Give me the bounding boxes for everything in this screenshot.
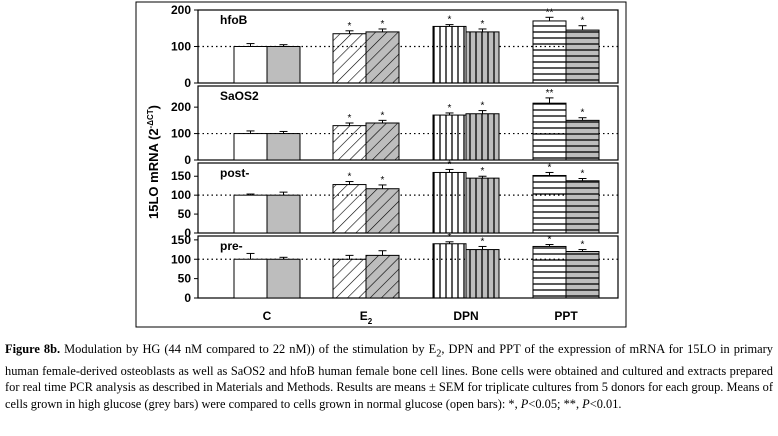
bar-high-glucose	[565, 29, 600, 84]
panel-pre: 0 50 100 150 pre- * * * *	[171, 232, 619, 305]
y-tick-label: 100	[171, 40, 191, 54]
bar-normal-glucose	[532, 20, 567, 84]
significance-marker: *	[348, 172, 352, 183]
x-tick-label: PPT	[554, 309, 578, 323]
y-tick-label: 100	[171, 127, 191, 141]
y-tick-label: 0	[184, 76, 191, 90]
y-tick-label: 100	[171, 188, 191, 202]
bar-high-glucose	[465, 31, 500, 84]
bar-high-glucose	[266, 194, 301, 234]
y-tick-label: 0	[184, 291, 191, 305]
bar-normal-glucose	[532, 245, 567, 299]
significance-marker: *	[448, 232, 452, 243]
panel-axes-frame	[197, 85, 619, 161]
bar-normal-glucose	[532, 174, 567, 234]
bar-normal-glucose	[233, 46, 268, 84]
bar-high-glucose	[266, 133, 301, 161]
caption-title: Figure 8b.	[5, 342, 61, 356]
panel-label: post-	[220, 166, 249, 180]
panel-label: hfoB	[220, 13, 248, 27]
bar-normal-glucose	[233, 194, 268, 234]
figure-caption: Figure 8b. Modulation by HG (44 nM compa…	[5, 341, 773, 412]
caption-p1: P	[520, 396, 529, 411]
bar-high-glucose	[266, 258, 301, 299]
significance-marker: *	[381, 110, 385, 121]
significance-marker: **	[546, 7, 554, 18]
significance-marker: *	[348, 21, 352, 32]
bar-high-glucose	[565, 180, 600, 234]
figure-frame	[135, 1, 627, 328]
bar-normal-glucose	[233, 258, 268, 299]
significance-marker: *	[348, 113, 352, 124]
bar-normal-glucose	[432, 171, 467, 234]
bar-high-glucose	[565, 119, 600, 161]
bar-high-glucose	[465, 249, 500, 299]
significance-marker: *	[581, 169, 585, 180]
significance-marker: *	[381, 19, 385, 30]
bar-normal-glucose	[332, 258, 367, 299]
significance-marker: **	[546, 88, 554, 99]
significance-marker: *	[581, 16, 585, 27]
significance-marker: *	[448, 159, 452, 170]
panel-label: pre-	[220, 239, 243, 253]
y-tick-label: 150	[171, 169, 191, 183]
y-tick-label: 0	[184, 153, 191, 167]
y-axis-label: 15LO mRNA (2-ΔCT)	[146, 105, 161, 219]
x-tick-label: C	[263, 309, 272, 323]
bar-normal-glucose	[332, 33, 367, 84]
y-tick-label: 100	[171, 252, 191, 266]
significance-marker: *	[381, 175, 385, 186]
y-tick-label: 200	[171, 100, 191, 114]
y-tick-label: 50	[178, 207, 192, 221]
panel-axes-frame	[197, 235, 619, 299]
bar-high-glucose	[365, 122, 400, 161]
panel-axes-frame	[197, 162, 619, 234]
bar-high-glucose	[465, 177, 500, 234]
y-tick-label: 200	[171, 3, 191, 17]
bar-normal-glucose	[233, 133, 268, 161]
panel-post: 0 50 100 150 post- * * * * * *	[171, 159, 619, 240]
bar-normal-glucose	[332, 184, 367, 234]
bar-normal-glucose	[532, 102, 567, 161]
significance-marker: *	[481, 19, 485, 30]
x-tick-label: E2	[360, 309, 373, 326]
bar-high-glucose	[266, 46, 301, 84]
caption-text-1: Modulation by HG (44 nM compared to 22 n…	[60, 342, 437, 356]
bar-normal-glucose	[332, 125, 367, 161]
y-tick-label: 0	[184, 226, 191, 240]
bar-high-glucose	[365, 254, 400, 299]
bar-normal-glucose	[432, 25, 467, 84]
significance-marker: *	[481, 236, 485, 247]
significance-marker: *	[548, 235, 552, 246]
bar-high-glucose	[565, 251, 600, 299]
bar-high-glucose	[465, 113, 500, 161]
caption-text-3: <0.05; **,	[528, 396, 583, 411]
significance-marker: *	[481, 101, 485, 112]
bar-high-glucose	[365, 31, 400, 84]
significance-marker: *	[481, 166, 485, 177]
significance-marker: *	[581, 240, 585, 251]
caption-text-4: <0.01.	[589, 396, 622, 411]
significance-marker: *	[448, 15, 452, 26]
bar-normal-glucose	[432, 114, 467, 161]
significance-marker: *	[448, 103, 452, 114]
bar-normal-glucose	[432, 243, 467, 299]
y-tick-label: 50	[178, 272, 192, 286]
x-tick-label: DPN	[453, 309, 478, 323]
significance-marker: *	[581, 108, 585, 119]
significance-marker: *	[548, 162, 552, 173]
y-tick-label: 150	[171, 233, 191, 247]
bar-high-glucose	[365, 188, 400, 234]
caption-subscript: 2	[436, 348, 442, 360]
caption-p2: P	[582, 396, 590, 411]
caption-text-2: , DPN and PPT of the expression of mRNA …	[5, 342, 773, 411]
panel-label: SaOS2	[220, 89, 259, 103]
